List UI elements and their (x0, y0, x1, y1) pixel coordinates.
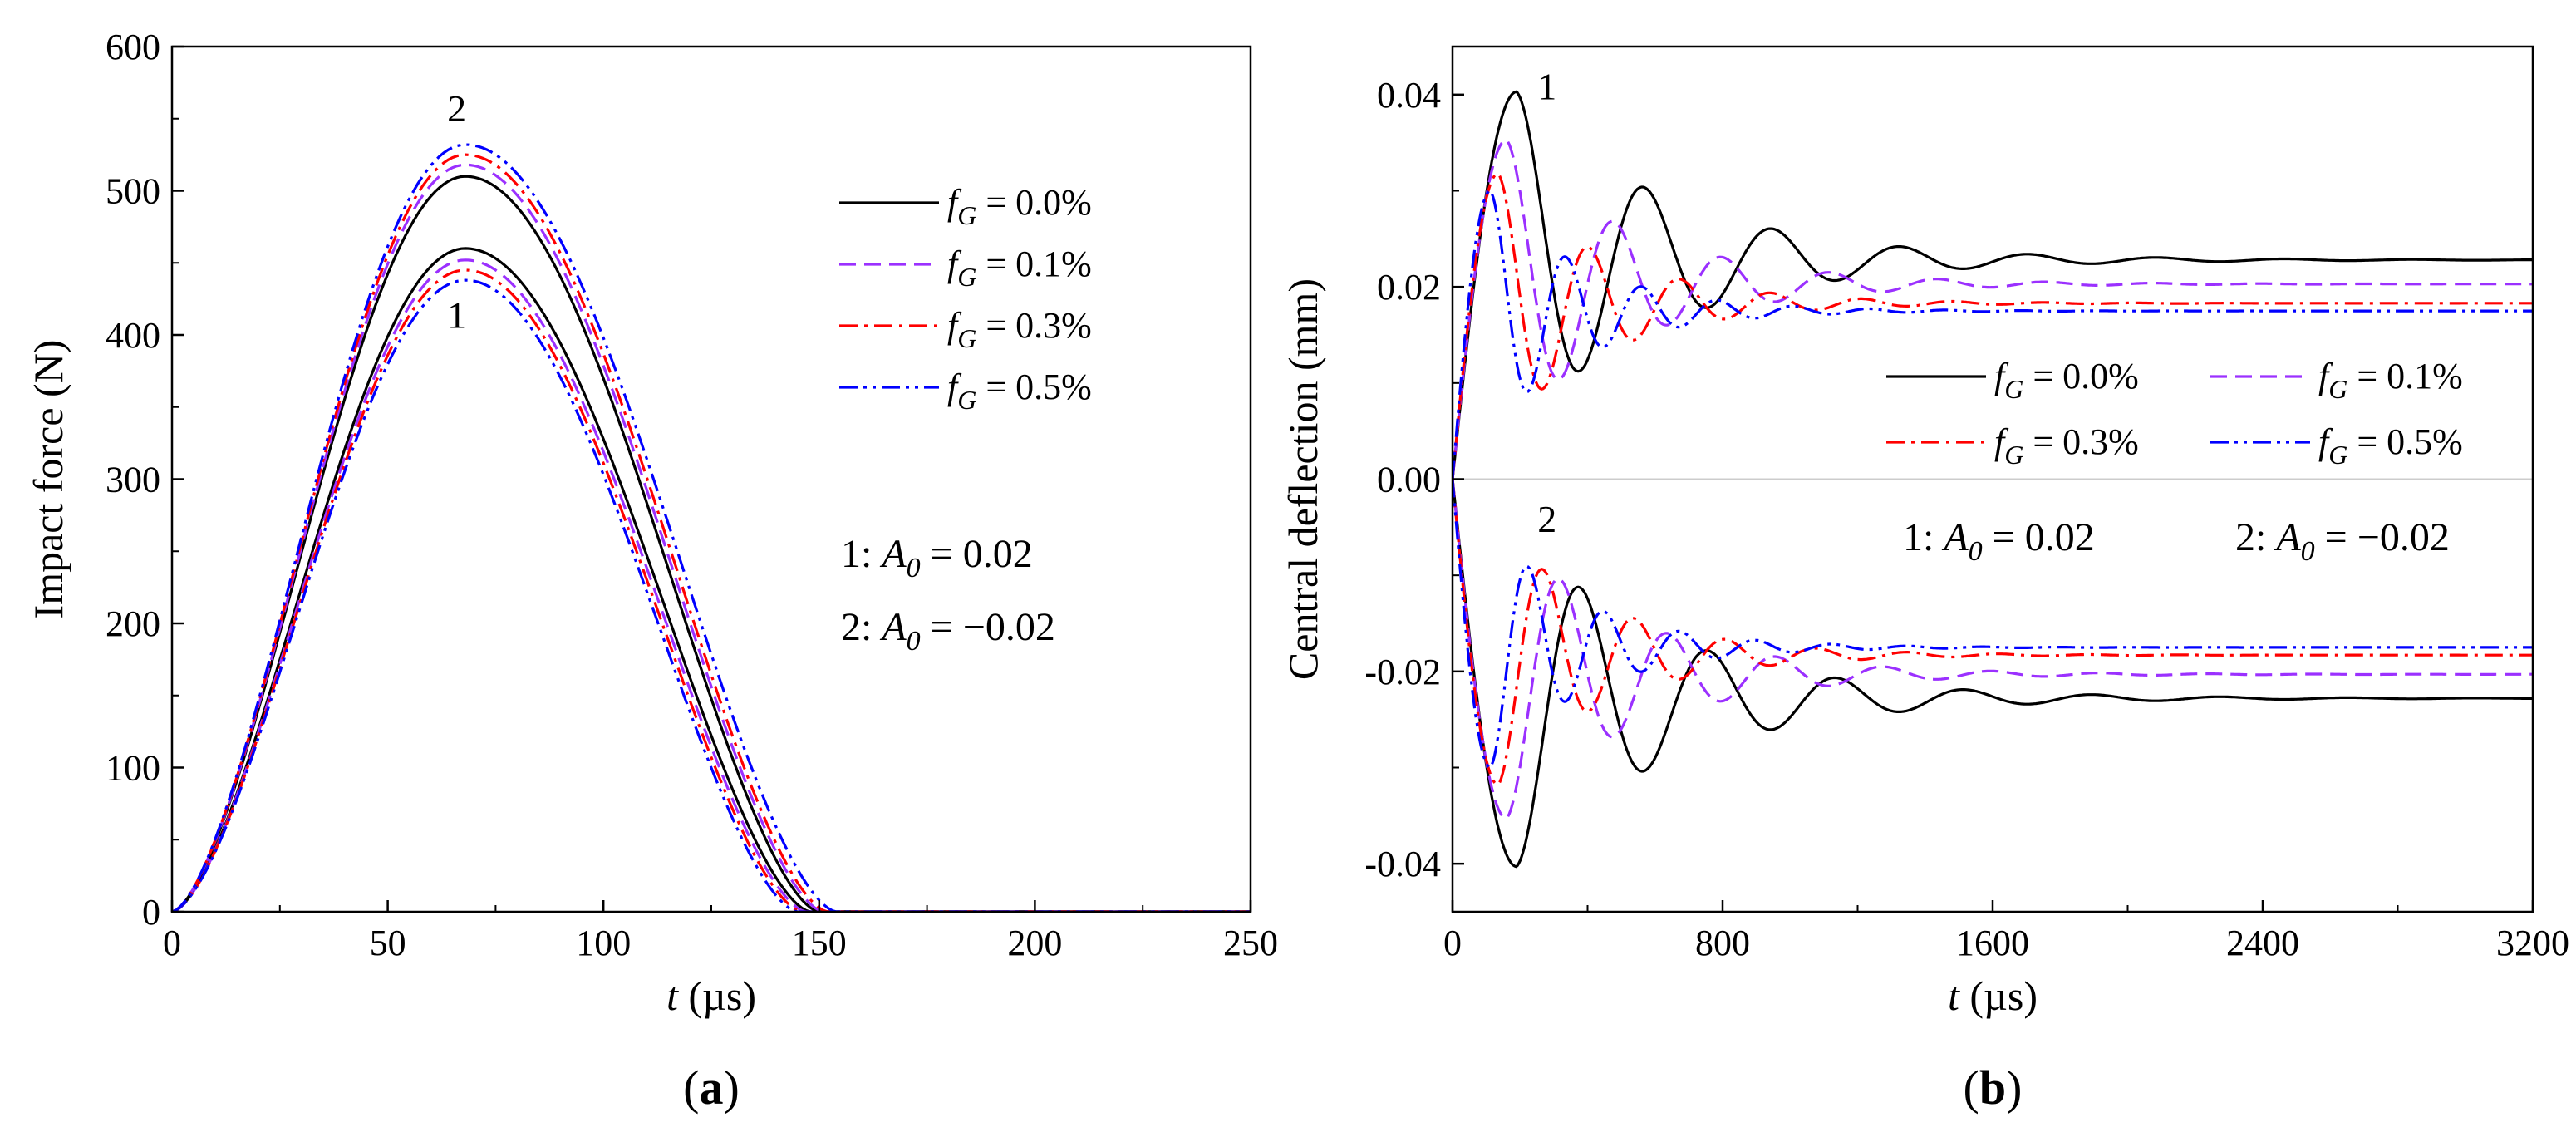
x-tick-label: 200 (1007, 923, 1062, 963)
series-line (1453, 172, 2533, 480)
annotation: 2: A0 = −0.02 (841, 605, 1055, 657)
panel-label: (b) (1964, 1061, 2023, 1115)
y-tick-label: 200 (106, 603, 160, 644)
curve-label: 2 (1537, 498, 1556, 540)
annotation: 1: A0 = 0.02 (841, 532, 1033, 583)
y-tick-label: -0.02 (1364, 652, 1441, 692)
x-tick-label: 250 (1223, 923, 1278, 963)
curve-label: 1 (447, 293, 466, 336)
series-group (172, 143, 1251, 912)
legend-entry: fG = 0.1% (947, 244, 1092, 292)
panel-b: 0 800 1600 2400 3200 -0.04 -0.02 0.00 0.02 0.04 t … (1280, 45, 2569, 1115)
annotation: 1: A0 = 0.02 (1903, 515, 2095, 567)
legend-entry: fG = 0.3% (1994, 421, 2139, 470)
legend-entry: fG = 0.0% (1994, 356, 2139, 404)
annotation: 2: A0 = −0.02 (2235, 515, 2450, 567)
y-tick-label: 600 (106, 27, 160, 67)
series-line (172, 258, 1251, 912)
panel-label: (a) (683, 1061, 740, 1115)
y-tick-label: 0.00 (1377, 460, 1441, 500)
series-line (1453, 479, 2533, 869)
curve-label: 2 (447, 87, 466, 130)
panel-a: 0 50 100 150 200 250 0 100 200 300 400 500 600 t (µs)… (25, 27, 1278, 1115)
x-tick-label: 2400 (2226, 923, 2299, 963)
series-line (172, 247, 1251, 912)
legend-entry: fG = 0.0% (947, 182, 1092, 230)
y-axis-label: Central deflection (mm) (1280, 278, 1326, 680)
y-tick-label: 0.02 (1377, 267, 1441, 308)
y-tick-label: 0 (142, 892, 160, 933)
x-tick-label: 1600 (1956, 923, 2029, 963)
x-tick-label: 0 (163, 923, 181, 963)
legend-entry: fG = 0.5% (2318, 421, 2463, 470)
curve-label: 1 (1537, 66, 1556, 108)
y-tick-label: 100 (106, 748, 160, 789)
series-line (172, 163, 1251, 912)
series-line (172, 175, 1251, 912)
series-line (1453, 479, 2533, 786)
y-axis-label: Impact force (N) (25, 340, 71, 619)
legend-entry: fG = 0.3% (947, 305, 1092, 353)
y-tick-label: 300 (106, 460, 160, 500)
x-tick-label: 50 (370, 923, 406, 963)
x-axis-label: t (µs) (666, 972, 756, 1019)
legend-entry: fG = 0.1% (2318, 356, 2463, 404)
x-tick-label: 0 (1443, 923, 1462, 963)
series-line (172, 278, 1251, 912)
series-line (1453, 138, 2533, 480)
y-tick-label: 500 (106, 171, 160, 212)
x-tick-label: 3200 (2496, 923, 2569, 963)
y-tick-label: 0.04 (1377, 75, 1441, 116)
x-tick-label: 800 (1695, 923, 1750, 963)
series-group (1453, 90, 2533, 869)
x-tick-label: 100 (576, 923, 631, 963)
legend-entry: fG = 0.5% (947, 367, 1092, 415)
y-tick-label: 400 (106, 315, 160, 356)
series-line (172, 268, 1251, 912)
series-line (1453, 90, 2533, 480)
series-line (1453, 479, 2533, 820)
y-tick-label: -0.04 (1364, 844, 1441, 884)
x-tick-label: 150 (792, 923, 847, 963)
x-axis-label: t (µs) (1948, 972, 2038, 1019)
series-line (172, 153, 1251, 912)
series-line (1453, 479, 2533, 770)
series-line (1453, 189, 2533, 480)
